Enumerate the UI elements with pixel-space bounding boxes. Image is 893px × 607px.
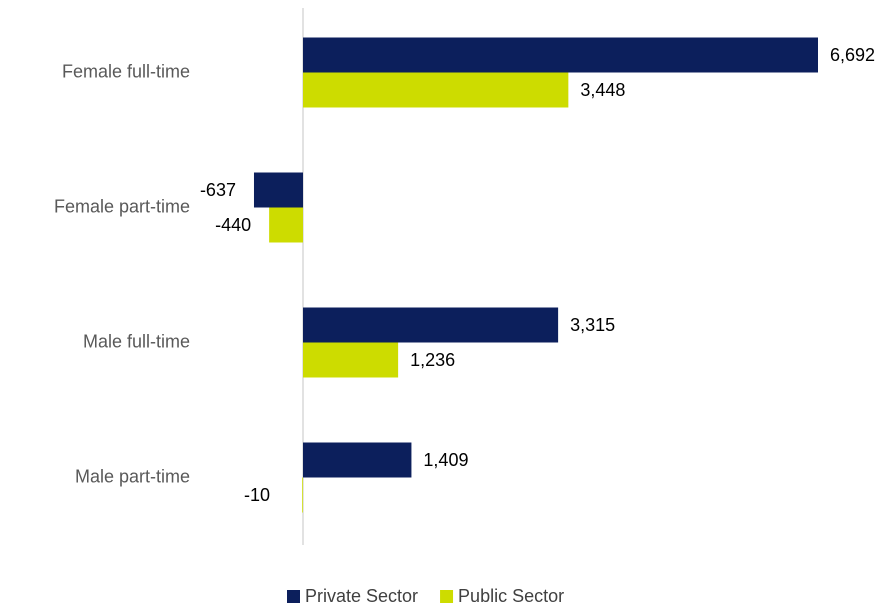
bar xyxy=(303,342,399,378)
data-label: -440 xyxy=(215,215,251,235)
data-label: 3,315 xyxy=(570,315,615,335)
y-tick-label: Female full-time xyxy=(62,61,190,81)
data-label: 6,692 xyxy=(830,45,875,65)
data-label: -10 xyxy=(244,485,270,505)
legend-label: Private Sector xyxy=(305,586,418,606)
bar xyxy=(303,37,818,73)
data-label: 1,409 xyxy=(423,450,468,470)
bar xyxy=(303,307,559,343)
y-tick-label: Male full-time xyxy=(83,331,190,351)
y-tick-label: Female part-time xyxy=(54,196,190,216)
legend-label: Public Sector xyxy=(458,586,564,606)
legend-swatch xyxy=(287,590,300,603)
data-label: -637 xyxy=(200,180,236,200)
y-tick-label: Male part-time xyxy=(75,466,190,486)
data-label: 3,448 xyxy=(580,80,625,100)
legend-swatch xyxy=(440,590,454,603)
bar xyxy=(303,442,412,478)
data-label: 1,236 xyxy=(410,350,455,370)
bar xyxy=(253,172,303,208)
bar xyxy=(302,477,303,513)
bar xyxy=(303,72,569,108)
bar xyxy=(269,207,303,243)
